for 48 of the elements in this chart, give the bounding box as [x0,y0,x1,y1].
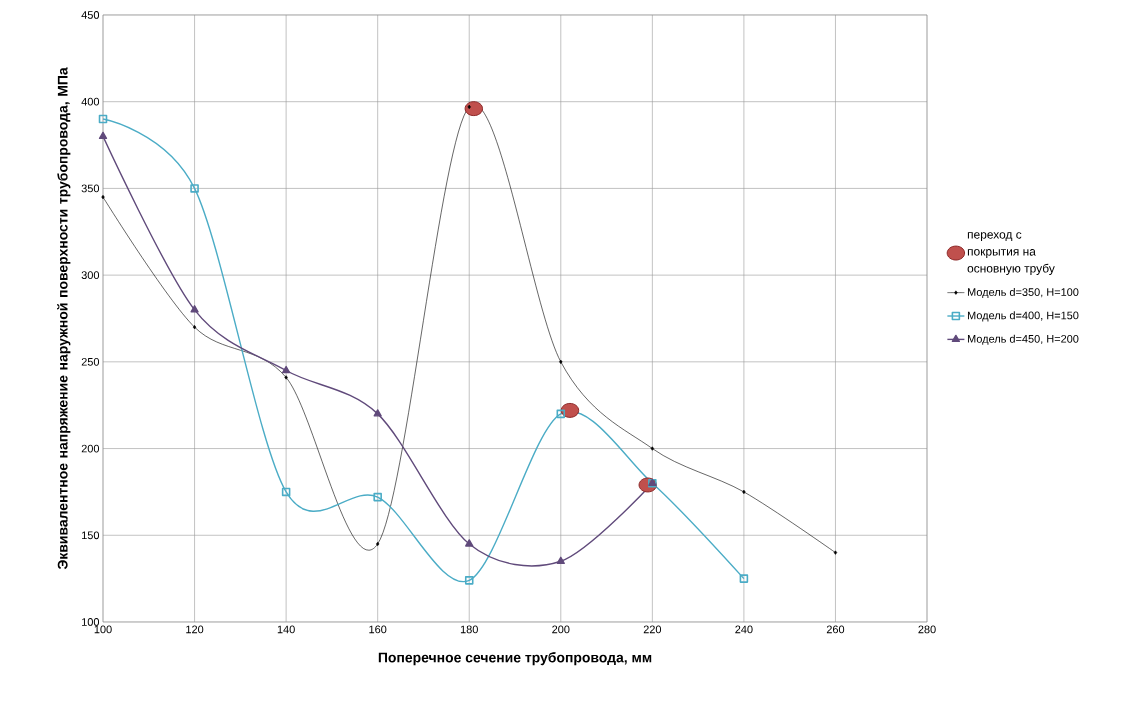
point [281,365,291,374]
point [281,487,291,497]
legend-label: переход с покрытия на основную трубу [967,232,1055,275]
point [373,492,382,502]
y-axis-title: Эквивалентное напряжение наружной поверхности трубопровода, МПа [57,67,71,570]
y-tick-label: 200 [81,444,100,453]
x-tick-label: 200 [552,625,570,634]
x-tick-label: 160 [369,625,387,634]
point [560,402,580,418]
point [742,489,746,495]
point [465,539,474,547]
y-tick-label: 350 [81,184,100,193]
x-tick-label: 120 [186,625,204,634]
x-tick-label: 240 [735,625,753,634]
point [190,184,199,193]
point [373,409,382,417]
point [650,446,654,451]
point [376,541,380,547]
point [556,556,565,564]
x-tick-label: 180 [460,625,478,634]
legend-label: Модель d=350, H=100 [967,287,1079,299]
point [284,375,288,380]
y-tick-label: 450 [81,11,100,19]
point [467,104,471,109]
x-tick-label: 220 [643,625,662,634]
x-tick-label: 100 [94,625,112,634]
y-tick-label: 300 [81,271,100,280]
legend-label: Модель d=450, H=200 [967,334,1079,345]
y-tick-label: 150 [82,531,100,540]
point [192,325,197,330]
y-tick-label: 100 [82,618,100,626]
y-tick-label: 250 [81,357,100,366]
point [556,409,566,419]
point [464,576,474,585]
point [190,305,199,313]
point [98,114,108,124]
point [739,574,749,583]
point [101,194,105,200]
legend-label: Модель d=400, H=150 [967,311,1079,322]
point [98,131,108,140]
point [833,550,838,555]
point [464,101,484,117]
x-tick-label: 260 [826,625,845,634]
x-axis-title: Поперечное сечение трубопровода, мм [378,652,652,666]
x-tick-label: 140 [277,625,295,634]
point [559,359,563,364]
y-tick-label: 400 [81,97,100,106]
x-tick-label: 280 [918,625,936,634]
